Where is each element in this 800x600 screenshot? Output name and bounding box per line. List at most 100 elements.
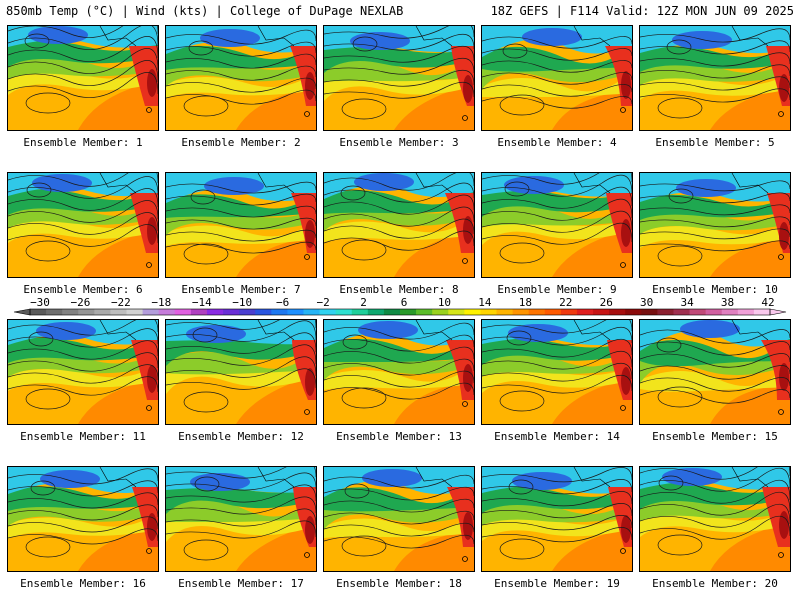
isobar-contour xyxy=(8,480,158,497)
political-border xyxy=(415,467,453,488)
cold-core xyxy=(358,321,418,339)
isobar-contour xyxy=(166,467,316,479)
isobar-contour xyxy=(640,192,790,204)
colorbar-segment xyxy=(46,309,63,315)
warm-region xyxy=(710,236,790,277)
ensemble-member-label: Ensemble Member: 5 xyxy=(655,136,775,149)
colorbar-segment xyxy=(464,309,481,315)
isobar-contour xyxy=(8,26,158,50)
colorbar-segment xyxy=(142,309,160,315)
colorbar-tick-label: 26 xyxy=(600,296,613,309)
colorbar-tick-label: −30 xyxy=(30,296,50,309)
warm-region xyxy=(710,87,790,130)
low-marker xyxy=(620,548,626,554)
isobar-contour xyxy=(324,194,474,215)
political-border xyxy=(257,467,295,488)
closed-contour xyxy=(28,331,54,347)
political-border xyxy=(731,467,769,488)
closed-contour xyxy=(192,327,218,343)
colorbar-segment xyxy=(689,309,707,315)
isobar-contour xyxy=(8,516,158,533)
isobar-contour xyxy=(8,26,158,38)
low-marker xyxy=(778,111,784,117)
political-border xyxy=(99,173,137,194)
isobar-contour xyxy=(324,69,474,87)
cool-green-band xyxy=(482,486,632,513)
isobar-contour xyxy=(482,320,632,334)
hot-core xyxy=(779,363,789,391)
mild-warm-band xyxy=(8,512,158,539)
isobar-contour xyxy=(324,474,474,489)
isobar-contour xyxy=(640,491,790,516)
closed-contour xyxy=(499,94,545,116)
hot-core xyxy=(147,69,157,97)
closed-contour xyxy=(30,480,56,496)
colorbar-segment xyxy=(30,309,47,315)
model-run-info: 18Z GEFS | F114 Valid: 12Z MON JUN 09 20… xyxy=(490,4,794,18)
low-marker xyxy=(620,107,626,113)
low-marker xyxy=(304,409,310,415)
isobar-contour xyxy=(482,186,632,209)
colorbar-segment xyxy=(657,309,674,315)
warm-region xyxy=(236,88,316,130)
isobar-contour xyxy=(8,352,158,372)
colorbar-segment xyxy=(94,309,111,315)
hot-core xyxy=(147,217,157,245)
hot-core xyxy=(147,513,157,541)
isobar-contour xyxy=(482,60,632,73)
colorbar-segment xyxy=(255,309,272,315)
warm-region xyxy=(78,230,158,277)
political-border xyxy=(573,173,611,194)
isobar-contour xyxy=(166,89,316,105)
isobar-contour xyxy=(324,322,474,340)
warm-region xyxy=(710,385,790,424)
temperature-map xyxy=(482,26,632,130)
mild-warm-band xyxy=(166,71,316,98)
isobar-contour xyxy=(324,334,474,352)
hot-core xyxy=(463,512,473,540)
closed-contour xyxy=(668,188,694,204)
isobar-contour xyxy=(640,88,790,103)
temperature-map xyxy=(8,467,158,571)
political-border xyxy=(415,173,453,194)
political-border xyxy=(573,26,611,47)
cool-green-band xyxy=(8,40,158,67)
hot-core xyxy=(305,220,315,248)
closed-contour xyxy=(341,98,387,120)
isobar-contour xyxy=(324,486,474,501)
isobar-contour xyxy=(640,389,790,404)
ensemble-member-label: Ensemble Member: 13 xyxy=(336,430,462,443)
political-border xyxy=(731,26,769,47)
isobar-contour xyxy=(8,72,158,98)
ensemble-member-label: Ensemble Member: 16 xyxy=(20,577,146,590)
cool-band xyxy=(640,320,790,351)
isobar-contour xyxy=(8,224,158,247)
ensemble-member-map xyxy=(7,319,159,425)
colorbar-segment xyxy=(593,309,610,315)
isobar-contour xyxy=(324,173,474,191)
colorbar-segment xyxy=(641,309,658,315)
colorbar-segment xyxy=(239,309,256,315)
low-marker xyxy=(462,115,468,121)
isobar-contour xyxy=(482,362,632,382)
isobar-contour xyxy=(640,228,790,240)
ensemble-member-map xyxy=(7,466,159,572)
isobar-contour xyxy=(166,193,316,206)
isobar-contour xyxy=(166,356,316,378)
cold-core xyxy=(522,28,582,46)
political-border xyxy=(99,320,137,341)
isobar-contour xyxy=(324,370,474,388)
isobar-contour xyxy=(324,81,474,99)
mild-warm-band xyxy=(640,362,790,392)
low-marker xyxy=(304,254,310,260)
closed-contour xyxy=(340,185,366,201)
colorbar-tick-label: 2 xyxy=(360,296,367,309)
closed-contour xyxy=(183,95,229,117)
closed-contour xyxy=(656,337,682,353)
colorbar-segment xyxy=(737,309,755,315)
warm-region xyxy=(394,84,474,130)
colorbar-graphic: −30 −26 −22 −18 −14 −10 −6 −2 2 6 10 14 18 22 26 30 34 38… xyxy=(13,296,787,316)
closed-contour xyxy=(499,242,545,264)
cool-green-band xyxy=(8,189,158,215)
temperature-map xyxy=(482,173,632,277)
